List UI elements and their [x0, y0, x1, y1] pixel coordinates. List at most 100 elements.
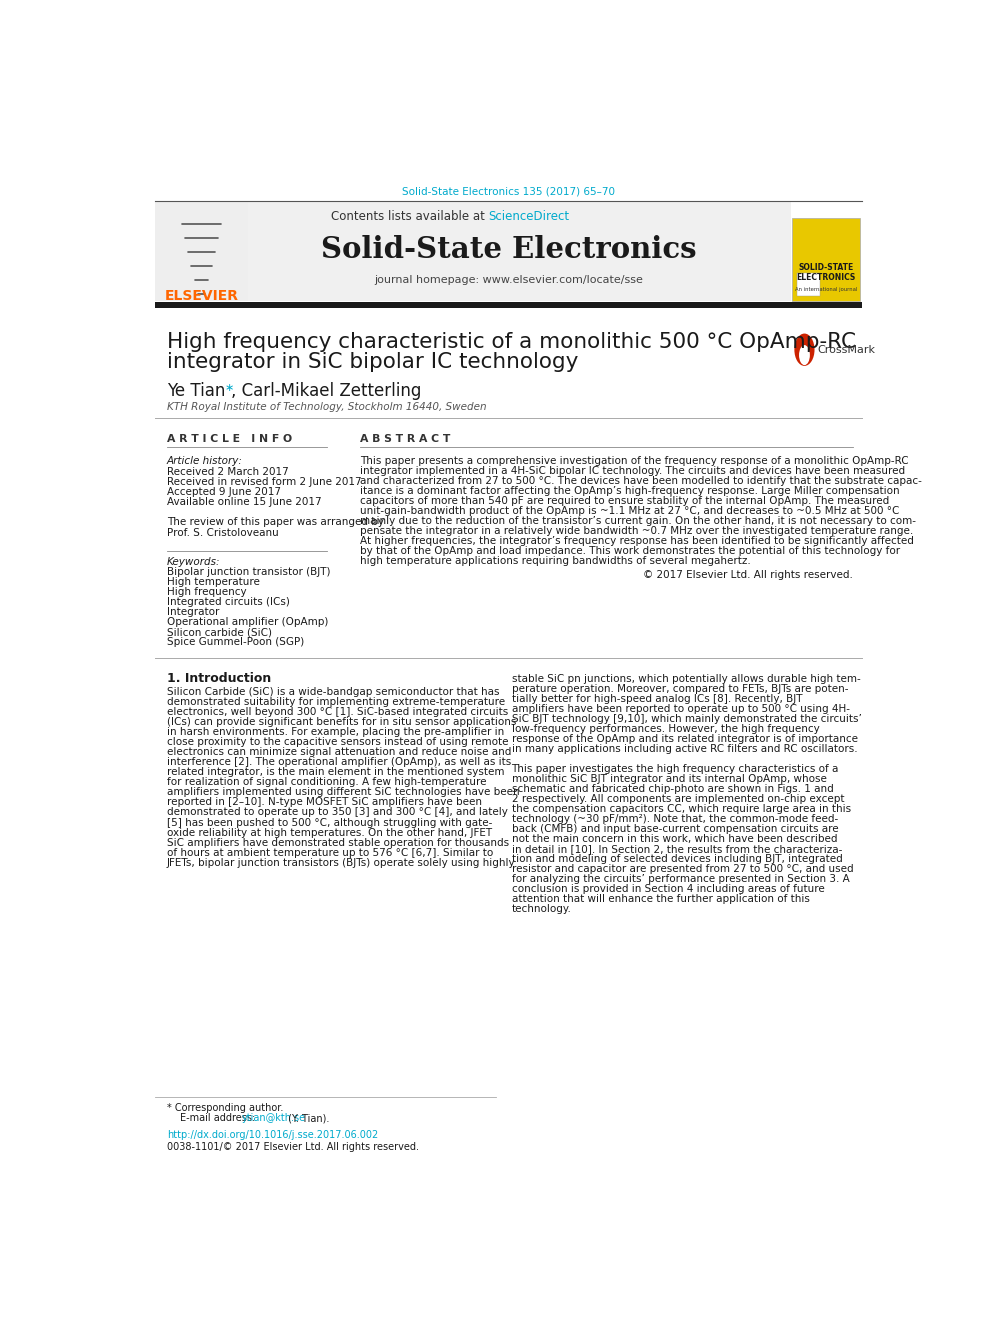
Text: A B S T R A C T: A B S T R A C T [360, 434, 450, 445]
Text: tion and modeling of selected devices including BJT, integrated: tion and modeling of selected devices in… [512, 853, 842, 864]
Text: Keywords:: Keywords: [167, 557, 220, 568]
Text: CrossMark: CrossMark [817, 345, 876, 355]
Text: by that of the OpAmp and load impedance. This work demonstrates the potential of: by that of the OpAmp and load impedance.… [360, 546, 901, 557]
Text: ELSEVIER: ELSEVIER [165, 288, 238, 303]
Text: pensate the integrator in a relatively wide bandwidth ~0.7 MHz over the investig: pensate the integrator in a relatively w… [360, 527, 914, 536]
Text: Received 2 March 2017: Received 2 March 2017 [167, 467, 289, 478]
Text: High frequency: High frequency [167, 587, 246, 597]
Text: integrator in SiC bipolar IC technology: integrator in SiC bipolar IC technology [167, 352, 578, 372]
Text: itance is a dominant factor affecting the OpAmp’s high-frequency response. Large: itance is a dominant factor affecting th… [360, 487, 900, 496]
Text: tially better for high-speed analog ICs [8]. Recently, BJT: tially better for high-speed analog ICs … [512, 693, 802, 704]
Text: ∗: ∗ [225, 384, 234, 393]
Text: Silicon carbide (SiC): Silicon carbide (SiC) [167, 627, 272, 638]
Text: journal homepage: www.elsevier.com/locate/sse: journal homepage: www.elsevier.com/locat… [374, 275, 643, 286]
Text: low-frequency performances. However, the high frequency: low-frequency performances. However, the… [512, 724, 819, 733]
Text: capacitors of more than 540 pF are required to ensure stability of the internal : capacitors of more than 540 pF are requi… [360, 496, 890, 507]
Text: conclusion is provided in Section 4 including areas of future: conclusion is provided in Section 4 incl… [512, 884, 824, 894]
Text: response of the OpAmp and its related integrator is of importance: response of the OpAmp and its related in… [512, 733, 857, 744]
Text: SOLID-STATE
ELECTRONICS: SOLID-STATE ELECTRONICS [797, 263, 856, 282]
Text: Spice Gummel-Poon (SGP): Spice Gummel-Poon (SGP) [167, 638, 304, 647]
Text: Received in revised form 2 June 2017: Received in revised form 2 June 2017 [167, 478, 361, 487]
Text: SiC BJT technology [9,10], which mainly demonstrated the circuits’: SiC BJT technology [9,10], which mainly … [512, 713, 861, 724]
Text: * Corresponding author.: * Corresponding author. [167, 1103, 283, 1113]
Text: 1. Introduction: 1. Introduction [167, 672, 271, 685]
Text: high temperature applications requiring bandwidths of several megahertz.: high temperature applications requiring … [360, 557, 751, 566]
Text: oxide reliability at high temperatures. On the other hand, JFET: oxide reliability at high temperatures. … [167, 827, 492, 837]
Text: Accepted 9 June 2017: Accepted 9 June 2017 [167, 487, 281, 497]
Text: in detail in [10]. In Section 2, the results from the characteriza-: in detail in [10]. In Section 2, the res… [512, 844, 842, 853]
Text: electronics, well beyond 300 °C [1]. SiC-based integrated circuits: electronics, well beyond 300 °C [1]. SiC… [167, 708, 508, 717]
Text: (ICs) can provide significant benefits for in situ sensor applications: (ICs) can provide significant benefits f… [167, 717, 516, 728]
Text: Bipolar junction transistor (BJT): Bipolar junction transistor (BJT) [167, 568, 330, 577]
Ellipse shape [799, 345, 809, 365]
Text: integrator implemented in a 4H-SiC bipolar IC technology. The circuits and devic: integrator implemented in a 4H-SiC bipol… [360, 467, 906, 476]
Text: (Y. Tian).: (Y. Tian). [286, 1113, 329, 1123]
Text: mainly due to the reduction of the transistor’s current gain. On the other hand,: mainly due to the reduction of the trans… [360, 516, 917, 527]
Text: reported in [2–10]. N-type MOSFET SiC amplifiers have been: reported in [2–10]. N-type MOSFET SiC am… [167, 798, 482, 807]
Text: Silicon Carbide (SiC) is a wide-bandgap semiconductor that has: Silicon Carbide (SiC) is a wide-bandgap … [167, 688, 499, 697]
Text: An international journal: An international journal [795, 287, 857, 292]
Text: Integrator: Integrator [167, 607, 219, 618]
Bar [155, 302, 862, 308]
Bar [248, 201, 791, 302]
Text: Operational amplifier (OpAmp): Operational amplifier (OpAmp) [167, 618, 328, 627]
Text: related integrator, is the main element in the mentioned system: related integrator, is the main element … [167, 767, 504, 778]
Text: close proximity to the capacitive sensors instead of using remote: close proximity to the capacitive sensor… [167, 737, 508, 747]
Text: monolithic SiC BJT integrator and its internal OpAmp, whose: monolithic SiC BJT integrator and its in… [512, 774, 826, 783]
Text: A R T I C L E   I N F O: A R T I C L E I N F O [167, 434, 292, 445]
Text: JFETs, bipolar junction transistors (BJTs) operate solely using highly: JFETs, bipolar junction transistors (BJT… [167, 857, 515, 868]
Text: This paper presents a comprehensive investigation of the frequency response of a: This paper presents a comprehensive inve… [360, 456, 909, 467]
Text: 2 respectively. All components are implemented on-chip except: 2 respectively. All components are imple… [512, 794, 844, 803]
Text: amplifiers implemented using different SiC technologies have been: amplifiers implemented using different S… [167, 787, 519, 798]
Text: interference [2]. The operational amplifier (OpAmp), as well as its: interference [2]. The operational amplif… [167, 758, 511, 767]
Text: Article history:: Article history: [167, 456, 242, 467]
Text: At higher frequencies, the integrator’s frequency response has been identified t: At higher frequencies, the integrator’s … [360, 536, 915, 546]
Text: Solid-State Electronics: Solid-State Electronics [320, 235, 696, 265]
Text: demonstrated suitability for implementing extreme-temperature: demonstrated suitability for implementin… [167, 697, 505, 708]
Ellipse shape [795, 333, 814, 366]
Text: electronics can minimize signal attenuation and reduce noise and: electronics can minimize signal attenuat… [167, 747, 511, 758]
Text: The review of this paper was arranged by: The review of this paper was arranged by [167, 517, 384, 527]
Text: KTH Royal Institute of Technology, Stockholm 16440, Sweden: KTH Royal Institute of Technology, Stock… [167, 402, 486, 411]
Text: Contents lists available at: Contents lists available at [330, 210, 488, 224]
Text: resistor and capacitor are presented from 27 to 500 °C, and used: resistor and capacitor are presented fro… [512, 864, 853, 873]
Text: in many applications including active RC filters and RC oscillators.: in many applications including active RC… [512, 744, 857, 754]
Text: and characterized from 27 to 500 °C. The devices have been modelled to identify : and characterized from 27 to 500 °C. The… [360, 476, 923, 487]
Text: ytian@kth.se: ytian@kth.se [242, 1113, 306, 1123]
Text: in harsh environments. For example, placing the pre-amplifier in: in harsh environments. For example, plac… [167, 728, 504, 737]
Text: unit-gain-bandwidth product of the OpAmp is ~1.1 MHz at 27 °C, and decreases to : unit-gain-bandwidth product of the OpAmp… [360, 507, 900, 516]
Text: of hours at ambient temperature up to 576 °C [6,7]. Similar to: of hours at ambient temperature up to 57… [167, 848, 493, 857]
Text: , Carl-Mikael Zetterling: , Carl-Mikael Zetterling [231, 382, 422, 401]
Text: Solid-State Electronics 135 (2017) 65–70: Solid-State Electronics 135 (2017) 65–70 [402, 187, 615, 196]
Text: © 2017 Elsevier Ltd. All rights reserved.: © 2017 Elsevier Ltd. All rights reserved… [643, 570, 852, 579]
Text: http://dx.doi.org/10.1016/j.sse.2017.06.002: http://dx.doi.org/10.1016/j.sse.2017.06.… [167, 1130, 378, 1140]
Text: [5] has been pushed to 500 °C, although struggling with gate-: [5] has been pushed to 500 °C, although … [167, 818, 492, 827]
Text: not the main concern in this work, which have been described: not the main concern in this work, which… [512, 833, 837, 844]
Text: stable SiC pn junctions, which potentially allows durable high tem-: stable SiC pn junctions, which potential… [512, 673, 860, 684]
Text: ScienceDirect: ScienceDirect [488, 210, 569, 224]
Bar [792, 218, 860, 302]
Text: attention that will enhance the further application of this: attention that will enhance the further … [512, 894, 809, 904]
Text: for analyzing the circuits’ performance presented in Section 3. A: for analyzing the circuits’ performance … [512, 873, 849, 884]
Text: demonstrated to operate up to 350 [3] and 300 °C [4], and lately: demonstrated to operate up to 350 [3] an… [167, 807, 508, 818]
Text: amplifiers have been reported to operate up to 500 °C using 4H-: amplifiers have been reported to operate… [512, 704, 849, 713]
Text: Integrated circuits (ICs): Integrated circuits (ICs) [167, 597, 290, 607]
Text: Ye Tian: Ye Tian [167, 382, 230, 401]
Text: Prof. S. Cristoloveanu: Prof. S. Cristoloveanu [167, 528, 279, 538]
Text: for realization of signal conditioning. A few high-temperature: for realization of signal conditioning. … [167, 778, 486, 787]
Text: back (CMFB) and input base-current compensation circuits are: back (CMFB) and input base-current compe… [512, 824, 838, 833]
Text: perature operation. Moreover, compared to FETs, BJTs are poten-: perature operation. Moreover, compared t… [512, 684, 848, 693]
Text: technology.: technology. [512, 904, 571, 914]
Text: E-mail address:: E-mail address: [180, 1113, 258, 1123]
Text: 0038-1101/© 2017 Elsevier Ltd. All rights reserved.: 0038-1101/© 2017 Elsevier Ltd. All right… [167, 1142, 419, 1151]
Text: Available online 15 June 2017: Available online 15 June 2017 [167, 497, 321, 507]
Text: High temperature: High temperature [167, 577, 260, 587]
Text: SiC amplifiers have demonstrated stable operation for thousands: SiC amplifiers have demonstrated stable … [167, 837, 509, 848]
Text: schematic and fabricated chip-photo are shown in Figs. 1 and: schematic and fabricated chip-photo are … [512, 783, 833, 794]
Text: technology (~30 pF/mm²). Note that, the common-mode feed-: technology (~30 pF/mm²). Note that, the … [512, 814, 838, 824]
Bar [797, 273, 820, 296]
Text: High frequency characteristic of a monolithic 500 °C OpAmp-RC: High frequency characteristic of a monol… [167, 332, 856, 352]
Bar [155, 201, 248, 302]
Text: the compensation capacitors CC, which require large area in this: the compensation capacitors CC, which re… [512, 803, 850, 814]
Text: This paper investigates the high frequency characteristics of a: This paper investigates the high frequen… [512, 763, 839, 774]
